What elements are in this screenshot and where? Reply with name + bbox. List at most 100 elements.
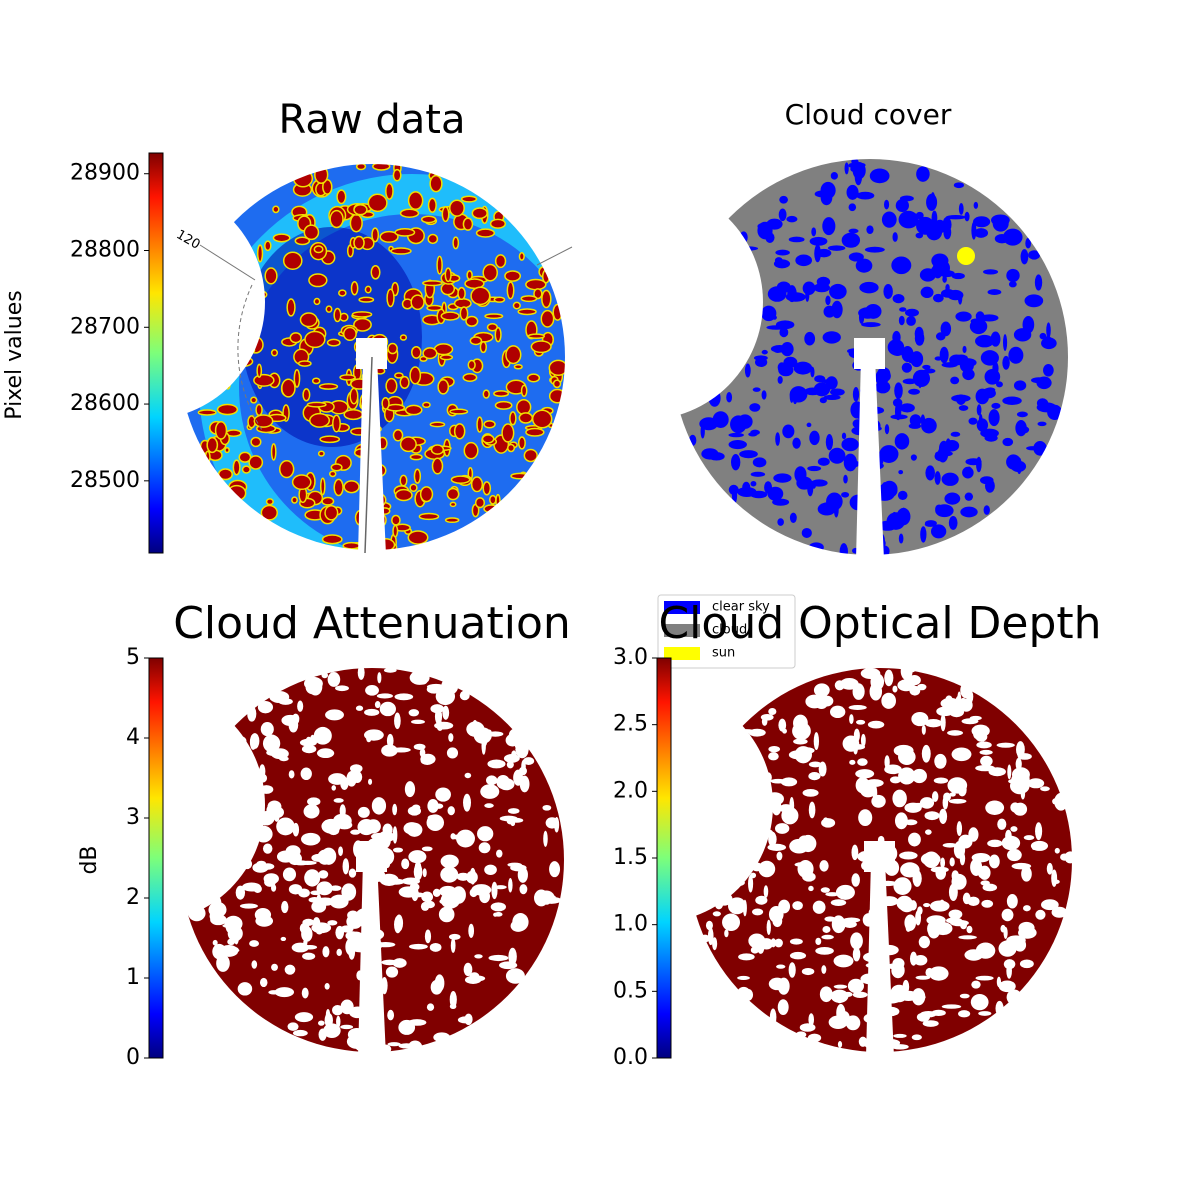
image-blob (925, 465, 935, 481)
image-blob (915, 975, 931, 980)
image-blob (302, 944, 318, 950)
image-blob (314, 165, 329, 184)
image-blob (898, 533, 904, 544)
image-blob (841, 437, 859, 452)
image-blob (951, 870, 959, 882)
image-blob (392, 429, 404, 442)
image-blob (951, 747, 972, 762)
image-blob (377, 436, 388, 450)
image-blob (383, 667, 397, 673)
image-blob (212, 939, 218, 946)
image-blob (228, 228, 238, 248)
legend-label: sun (712, 646, 735, 661)
image-blob (934, 451, 947, 462)
image-blob (520, 384, 528, 398)
image-blob (429, 421, 446, 428)
image-blob (919, 995, 926, 1000)
image-blob (739, 450, 758, 459)
image-blob (829, 283, 847, 300)
image-blob (919, 268, 936, 282)
image-blob (744, 300, 754, 313)
image-blob (359, 392, 371, 411)
image-blob (452, 236, 460, 250)
image-blob (409, 366, 422, 385)
sky-image (171, 665, 564, 1054)
image-blob (960, 697, 967, 705)
image-blob (730, 415, 747, 434)
colorbar-tick-label: 2.5 (613, 712, 648, 737)
image-blob (470, 286, 491, 306)
image-blob (401, 858, 410, 870)
image-blob (779, 195, 788, 204)
image-blob (908, 388, 920, 395)
image-blob (858, 311, 865, 324)
image-blob (213, 378, 225, 388)
image-blob (249, 734, 257, 750)
image-blob (506, 281, 515, 300)
image-blob (374, 367, 386, 375)
image-blob (744, 363, 751, 378)
image-blob (821, 934, 834, 940)
image-blob (308, 678, 323, 696)
colorbar-tick-label: 2.0 (613, 778, 648, 803)
image-blob (249, 940, 260, 947)
image-blob (421, 891, 434, 903)
image-blob (404, 781, 416, 798)
image-blob (861, 322, 881, 328)
image-blob (191, 801, 208, 819)
image-blob (778, 899, 791, 914)
image-blob (778, 718, 787, 732)
image-blob (825, 295, 831, 306)
image-blob (439, 354, 454, 361)
image-blob (356, 970, 364, 981)
image-blob (863, 1013, 881, 1024)
image-blob (767, 286, 787, 302)
image-blob (753, 309, 767, 317)
image-blob (764, 481, 773, 494)
image-blob (548, 388, 566, 404)
image-blob (748, 874, 754, 893)
image-blob (545, 817, 559, 829)
image-blob (442, 705, 450, 720)
image-blob (881, 692, 897, 709)
image-blob (303, 224, 320, 241)
image-blob (833, 984, 848, 989)
image-blob (347, 1027, 366, 1042)
image-blob (916, 1012, 930, 1022)
image-blob (422, 868, 427, 878)
image-blob (336, 1015, 341, 1028)
image-blob (503, 754, 520, 763)
image-blob (934, 356, 943, 361)
image-blob (507, 443, 516, 453)
image-blob (834, 680, 845, 691)
image-blob (892, 232, 898, 242)
image-blob (390, 247, 412, 255)
image-blob (399, 208, 420, 219)
image-blob (253, 414, 274, 428)
image-blob (987, 433, 998, 440)
image-blob (1023, 835, 1035, 841)
image-blob (216, 403, 239, 416)
image-blob (728, 432, 744, 438)
image-blob (996, 381, 1003, 388)
image-blob (259, 977, 268, 988)
image-blob (873, 532, 885, 549)
image-blob (549, 861, 561, 878)
image-blob (956, 821, 963, 836)
image-blob (335, 685, 349, 692)
image-blob (430, 444, 445, 455)
image-blob (435, 787, 451, 802)
image-blob (449, 408, 469, 415)
image-blob (802, 789, 819, 797)
image-blob (347, 931, 366, 949)
image-blob (779, 804, 793, 813)
image-blob (799, 1023, 816, 1032)
image-blob (419, 748, 426, 758)
image-blob (263, 873, 279, 885)
image-blob (852, 947, 861, 962)
image-blob (714, 860, 726, 872)
image-blob (1027, 778, 1045, 789)
colorbar-tick-label: 4 (126, 725, 140, 750)
image-blob (1015, 419, 1027, 437)
image-blob (844, 162, 849, 175)
